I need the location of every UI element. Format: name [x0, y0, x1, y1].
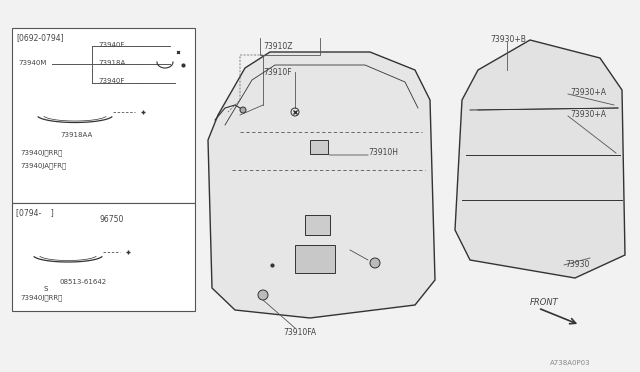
Bar — [12, 28, 195, 203]
Text: 73910Z: 73910Z — [263, 42, 292, 51]
Text: 73930+B: 73930+B — [490, 35, 526, 44]
Text: 73930+A: 73930+A — [570, 110, 606, 119]
Text: 73910H: 73910H — [368, 148, 398, 157]
Bar — [137, 248, 144, 255]
Text: 73940J〈RR〉: 73940J〈RR〉 — [20, 294, 62, 301]
Text: 73940F: 73940F — [98, 42, 124, 48]
Circle shape — [240, 107, 246, 113]
Text: 73930: 73930 — [565, 260, 589, 269]
Text: 96750: 96750 — [100, 215, 124, 224]
Text: 73910FA: 73910FA — [283, 328, 316, 337]
Bar — [12, 203, 195, 311]
Text: FRONT: FRONT — [530, 298, 559, 307]
Text: 73930+A: 73930+A — [570, 88, 606, 97]
Text: 08513-61642: 08513-61642 — [60, 279, 107, 285]
Bar — [305, 215, 330, 235]
Text: S: S — [44, 286, 48, 292]
Circle shape — [258, 290, 268, 300]
Text: A738A0P03: A738A0P03 — [550, 360, 591, 366]
Polygon shape — [208, 52, 435, 318]
Bar — [295, 245, 335, 273]
Text: [0692-0794]: [0692-0794] — [16, 33, 63, 42]
Text: 73910F: 73910F — [263, 68, 292, 77]
Text: [0794-    ]: [0794- ] — [16, 208, 54, 217]
Polygon shape — [455, 40, 625, 278]
Text: 73940J〈RR〉: 73940J〈RR〉 — [20, 149, 62, 155]
Text: 73940JA〈FR〉: 73940JA〈FR〉 — [20, 162, 67, 169]
Text: 73940F: 73940F — [98, 78, 124, 84]
Text: 73940M: 73940M — [18, 60, 46, 66]
Bar — [310, 140, 328, 154]
Circle shape — [370, 258, 380, 268]
Text: 73918AA: 73918AA — [60, 132, 92, 138]
Text: 73918A: 73918A — [98, 60, 125, 66]
